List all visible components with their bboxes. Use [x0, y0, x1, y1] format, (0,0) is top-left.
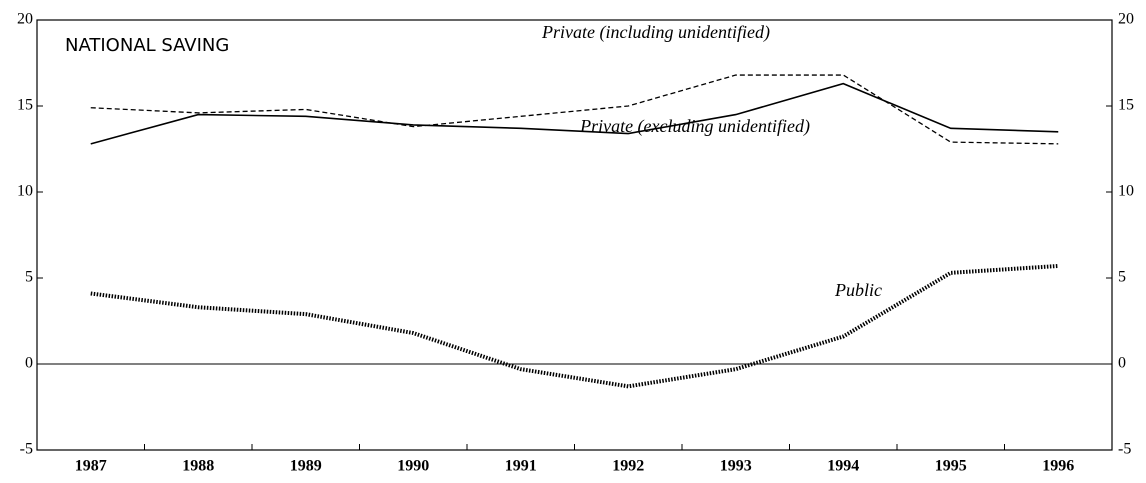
- chart-title: NATIONAL SAVING: [65, 35, 229, 56]
- x-tick-label: 1994: [827, 458, 859, 475]
- series-label: Public: [834, 280, 882, 300]
- y2-tick-label: 20: [1118, 11, 1134, 28]
- x-tick-label: 1991: [505, 458, 537, 475]
- series-line: [90, 74, 1059, 145]
- y-tick-label: 10: [17, 183, 33, 200]
- x-tick-label: 1987: [75, 458, 107, 475]
- y-tick-label: -5: [20, 441, 33, 458]
- x-tick-label: 1992: [612, 458, 644, 475]
- y-tick-label: 15: [17, 97, 33, 114]
- series-line: [90, 263, 1059, 389]
- y2-tick-label: 5: [1118, 269, 1126, 286]
- x-tick-label: 1993: [720, 458, 752, 475]
- x-tick-label: 1996: [1042, 458, 1074, 475]
- x-tick-label: 1990: [397, 458, 429, 475]
- y2-tick-label: 0: [1118, 355, 1126, 372]
- y2-tick-label: -5: [1118, 441, 1131, 458]
- y2-tick-label: 10: [1118, 183, 1134, 200]
- x-tick-label: 1995: [935, 458, 967, 475]
- series-label: Private (excluding unidentified): [579, 116, 810, 137]
- y2-tick-label: 15: [1118, 97, 1134, 114]
- x-tick-label: 1988: [182, 458, 214, 475]
- x-tick-label: 1989: [290, 458, 322, 475]
- series-label: Private (including unidentified): [541, 22, 770, 43]
- y-tick-label: 0: [25, 355, 33, 372]
- y-tick-label: 20: [17, 11, 33, 28]
- plot-frame: [36, 19, 1113, 451]
- y-tick-label: 5: [25, 269, 33, 286]
- series-line: [90, 82, 1059, 145]
